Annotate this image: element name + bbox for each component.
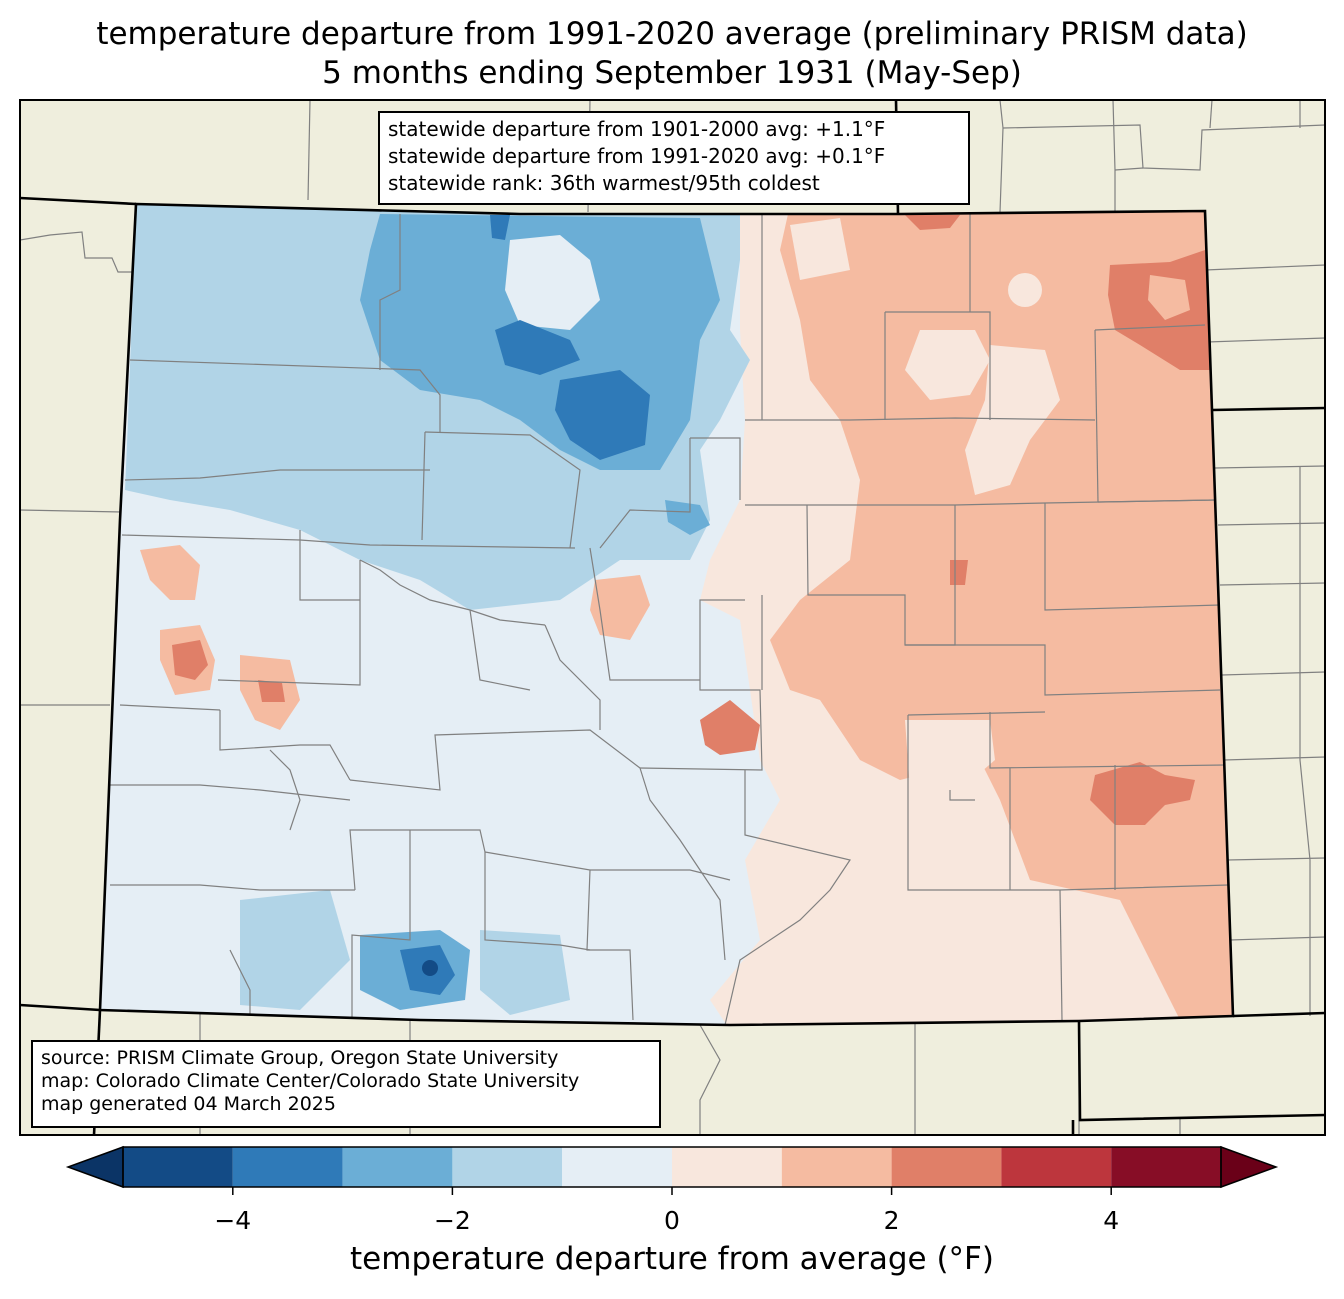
- field-cool-pocket-sw: [240, 890, 350, 1010]
- colorbar-bin-8: [1001, 1147, 1112, 1187]
- field-hot-spot-se: [1090, 762, 1195, 825]
- temperature-departure-field: [100, 204, 1233, 1025]
- colorbar-tick-label: 4: [1103, 1206, 1119, 1235]
- colorbar-tick-label: −4: [214, 1206, 251, 1235]
- colorbar-tick-label: 0: [664, 1206, 680, 1235]
- map-frame: [19, 99, 1326, 1136]
- colorbar-label: temperature departure from average (°F): [350, 1241, 994, 1277]
- colorbar-bin-2: [342, 1147, 453, 1187]
- field-warm-pocket-c1: [590, 575, 650, 640]
- field-hot-spot-ne-hole: [1148, 275, 1190, 320]
- colorbar-bin-9: [1111, 1147, 1221, 1187]
- map-title: temperature departure from 1991-2020 ave…: [96, 16, 1248, 52]
- county-lines: [110, 214, 1229, 1025]
- colorbar-bin-6: [781, 1147, 892, 1187]
- credits-source: source: PRISM Climate Group, Oregon Stat…: [41, 1047, 559, 1069]
- colorbar-under-arrow: [65, 1145, 124, 1189]
- field-coldest-spot: [422, 960, 438, 976]
- field-north-park-hole: [505, 235, 600, 330]
- colorbar-tick-label: 2: [884, 1206, 900, 1235]
- credits-map: map: Colorado Climate Center/Colorado St…: [41, 1070, 580, 1092]
- colorbar-bin-4: [562, 1147, 672, 1187]
- field-cool-pocket-s: [480, 930, 570, 1015]
- colorado-border: [98, 202, 1235, 1027]
- field-hot-spot-pueblo: [700, 700, 760, 755]
- field-warm-hole-4: [905, 720, 995, 790]
- stats-line-1991-2020: statewide departure from 1991-2020 avg: …: [388, 144, 886, 168]
- colorbar-bin-7: [891, 1147, 1002, 1187]
- credits-box: source: PRISM Climate Group, Oregon Stat…: [31, 1040, 661, 1128]
- state-borders: [19, 99, 1326, 1136]
- statewide-stats-box: statewide departure from 1901-2000 avg: …: [378, 111, 970, 205]
- stats-line-rank: statewide rank: 36th warmest/95th coldes…: [388, 171, 820, 195]
- colorbar-bin-1: [232, 1147, 343, 1187]
- colorbar-over-arrow: [1220, 1145, 1279, 1189]
- colorbar-bin-0: [123, 1147, 233, 1187]
- credits-generated: map generated 04 March 2025: [41, 1093, 336, 1115]
- field-hot-spot-n: [905, 215, 960, 230]
- field-warm-hole-3: [1008, 273, 1042, 307]
- field-hot-pocket-w2: [172, 640, 208, 680]
- field-warm-hole-5: [790, 218, 850, 280]
- field-cold-front-range: [665, 500, 710, 535]
- field-very-cold-1: [555, 370, 650, 460]
- colorbar-bins: [123, 1147, 1221, 1187]
- field-warm-hole-2: [965, 345, 1060, 495]
- colorbar-tick-label: −2: [434, 1206, 471, 1235]
- field-very-cold-3: [490, 215, 510, 240]
- colorbar-bin-3: [452, 1147, 563, 1187]
- colorbar-bin-5: [672, 1147, 782, 1187]
- stats-line-1901-2000: statewide departure from 1901-2000 avg: …: [388, 117, 886, 141]
- colorbar-ticks: −4 −2 0 2 4: [214, 1187, 1119, 1235]
- field-warm-pocket-w1: [140, 545, 200, 600]
- field-very-cold-2: [495, 320, 580, 375]
- field-warm-hole-1: [905, 330, 990, 400]
- field-hot-pocket-w3: [258, 680, 285, 702]
- map-subtitle: 5 months ending September 1931 (May-Sep): [322, 55, 1022, 91]
